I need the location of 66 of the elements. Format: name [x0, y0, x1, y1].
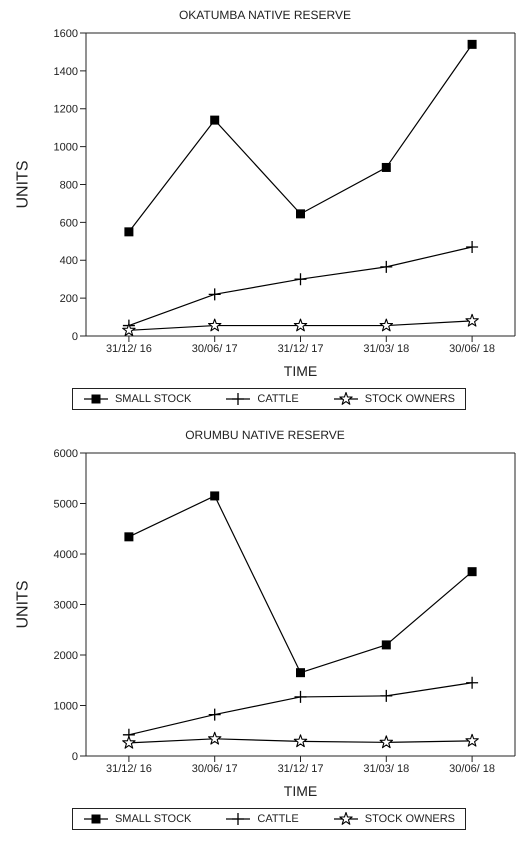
point — [380, 260, 393, 274]
point — [380, 689, 393, 703]
y-tick-label: 0 — [72, 330, 78, 343]
point — [382, 640, 391, 650]
point — [210, 116, 220, 125]
point — [296, 668, 305, 678]
point — [124, 532, 134, 542]
point — [208, 708, 222, 722]
x-tick-label: 30/06/ 17 — [192, 342, 238, 355]
point — [294, 734, 308, 748]
legend-label: SMALL STOCK — [114, 813, 192, 825]
y-tick-label: 4000 — [54, 548, 78, 561]
point — [294, 690, 308, 704]
legend-label: STOCK OWNERS — [364, 813, 456, 825]
x-tick-label: 30/06/ 18 — [449, 762, 496, 775]
point — [465, 734, 479, 747]
x-tick-label: 30/06/ 17 — [192, 762, 238, 775]
y-tick-label: 1200 — [54, 104, 78, 116]
point — [208, 318, 222, 332]
point — [122, 736, 136, 749]
point — [208, 288, 222, 301]
y-tick-label: 2000 — [54, 650, 78, 662]
y-tick-label: 200 — [60, 293, 78, 306]
point — [294, 318, 308, 332]
point — [465, 314, 479, 327]
x-tick-label: 31/12/ 17 — [278, 762, 324, 775]
y-tick-label: 6000 — [54, 448, 78, 460]
x-axis-title: TIME — [284, 363, 318, 379]
point — [465, 240, 479, 254]
point — [294, 272, 308, 286]
y-tick-label: 1000 — [54, 142, 78, 154]
point — [208, 732, 222, 745]
y-tick-label: 3000 — [54, 599, 78, 612]
point — [122, 323, 136, 336]
point — [210, 491, 220, 500]
chart-title: ORUMBU NATIVE RESERVE — [184, 428, 346, 444]
point — [380, 318, 394, 332]
legend-label: CATTLE — [257, 393, 299, 405]
y-tick-label: 1000 — [54, 700, 78, 712]
point — [468, 40, 477, 49]
x-tick-label: 31/03/ 18 — [363, 762, 410, 775]
x-tick-label: 31/12/ 16 — [106, 342, 152, 355]
y-tick-label: 0 — [72, 750, 78, 763]
chart-title: OKATUMBA NATIVE RESERVE — [178, 8, 352, 24]
y-axis-title: UNITS — [14, 160, 32, 208]
y-tick-label: 800 — [60, 179, 78, 192]
x-tick-label: 31/12/ 16 — [106, 762, 152, 775]
legend-label: CATTLE — [257, 813, 299, 825]
x-axis-title: TIME — [284, 783, 318, 799]
point — [296, 209, 305, 218]
y-tick-label: 600 — [60, 217, 78, 230]
point — [382, 162, 391, 172]
y-axis-title: UNITS — [14, 580, 32, 628]
legend-label: SMALL STOCK — [114, 393, 192, 405]
x-tick-label: 30/06/ 18 — [449, 342, 496, 355]
y-tick-label: 400 — [60, 255, 78, 268]
point — [465, 676, 479, 690]
x-tick-label: 31/12/ 17 — [278, 342, 324, 355]
point — [380, 735, 394, 748]
point — [124, 227, 134, 236]
legend-label: STOCK OWNERS — [364, 393, 456, 405]
y-tick-label: 5000 — [54, 498, 78, 510]
y-tick-label: 1600 — [54, 28, 78, 40]
x-tick-label: 31/03/ 18 — [363, 342, 410, 355]
y-tick-label: 1400 — [54, 66, 78, 78]
point — [468, 567, 477, 576]
